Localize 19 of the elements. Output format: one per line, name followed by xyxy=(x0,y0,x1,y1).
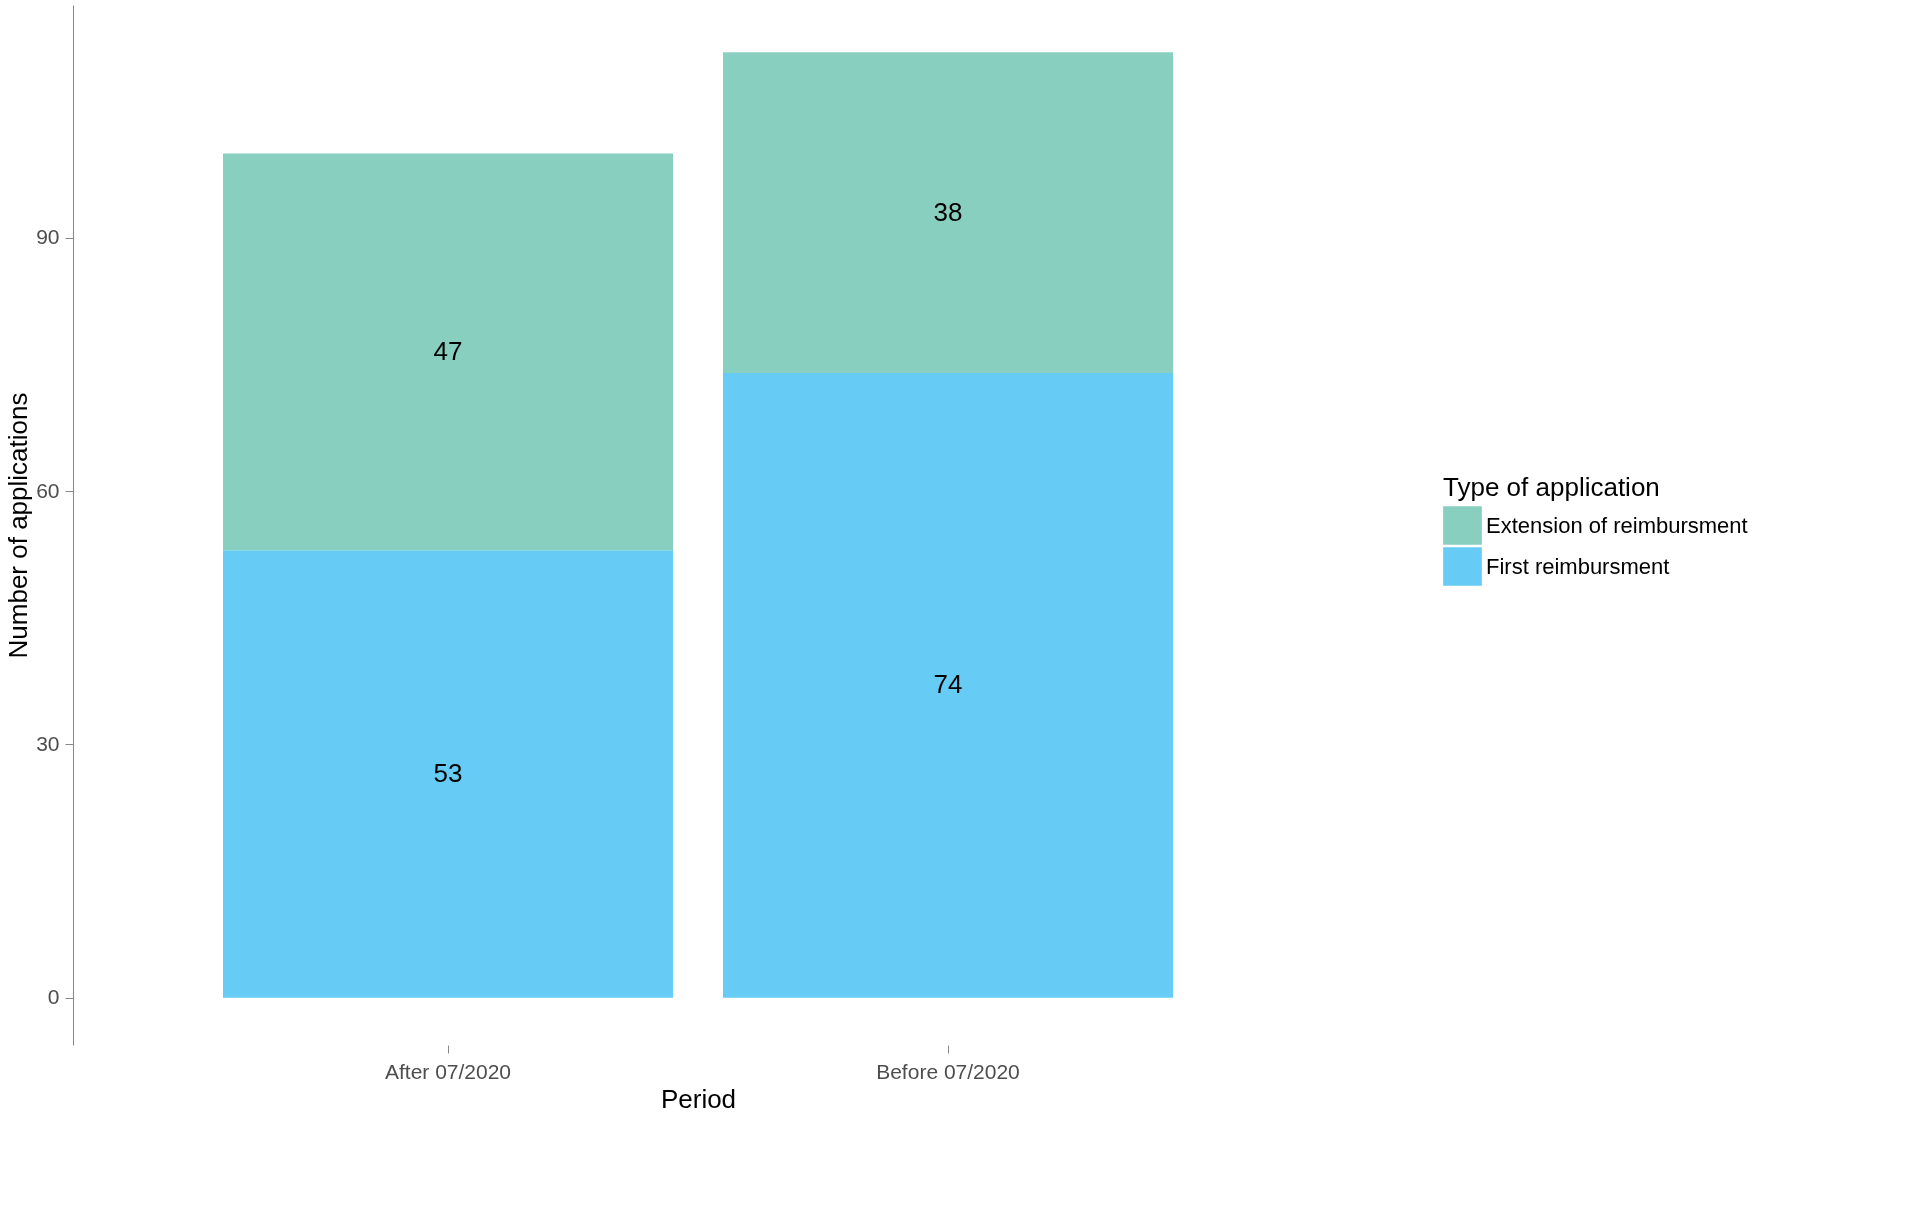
legend-label: First reimbursment xyxy=(1486,553,1670,579)
legend-label: Extension of reimbursment xyxy=(1486,512,1748,538)
y-tick-label: 30 xyxy=(36,731,60,755)
data-label: 47 xyxy=(433,335,463,366)
bar xyxy=(723,373,1173,998)
bar xyxy=(223,153,673,551)
data-label: 38 xyxy=(933,196,963,227)
x-tick-label: After 07/2020 xyxy=(384,1059,512,1083)
x-axis-title: Period xyxy=(660,1083,737,1114)
x-tick-label: Before 07/2020 xyxy=(876,1059,1020,1083)
bar xyxy=(723,52,1173,374)
legend-title: Type of application xyxy=(1443,472,1660,502)
data-label: 74 xyxy=(933,669,963,700)
y-axis-title: Number of applications xyxy=(3,392,34,659)
y-tick-label: 90 xyxy=(36,225,60,249)
data-label: 53 xyxy=(433,758,463,789)
bar xyxy=(223,550,673,998)
y-tick-label: 60 xyxy=(36,478,60,502)
y-tick-label: 0 xyxy=(47,985,60,1009)
